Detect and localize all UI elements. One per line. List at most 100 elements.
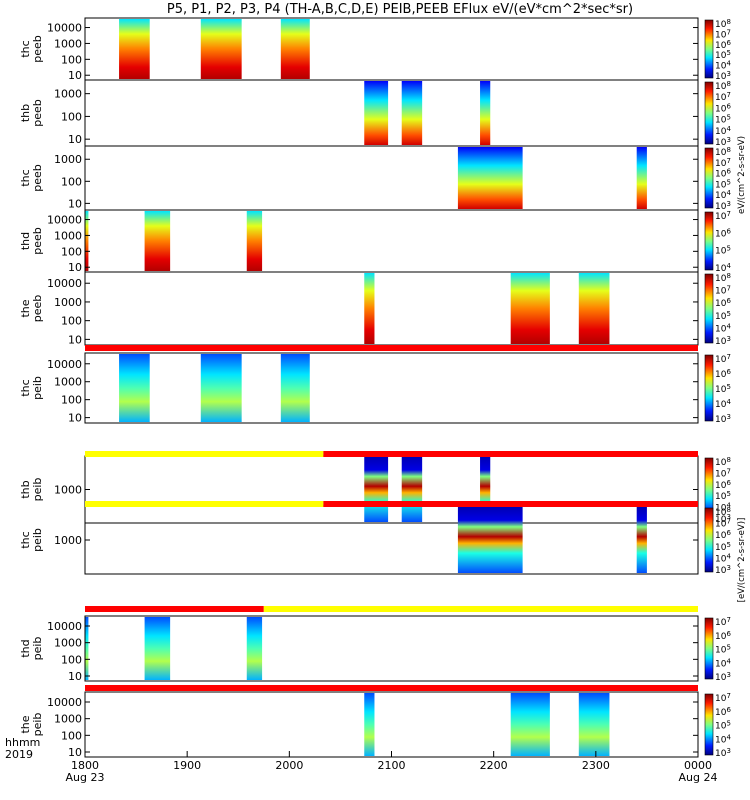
y-tick-label: 10 [68, 670, 82, 683]
x-tick-label: 2300 [582, 759, 610, 772]
colorbar-exponent: 4 [726, 552, 731, 560]
colorbar-tick-label: 106 [715, 479, 731, 491]
colorbar-tick-label: 106 [715, 368, 731, 380]
colorbar-tick-label: 105 [715, 245, 731, 257]
colorbar-unit-peeb: eV/(cm^2-s-sr-eV) [737, 136, 747, 214]
x-tick-label: 2200 [480, 759, 508, 772]
panel-label: thc [19, 169, 32, 186]
colorbar-exponent: 8 [726, 272, 730, 280]
colorbar-exponent: 6 [726, 168, 731, 176]
colorbar-tick-label: 106 [715, 630, 731, 642]
colorbar-tick-label: 107 [715, 616, 731, 628]
colorbar-exponent: 7 [726, 91, 730, 99]
colorbar-exponent: 4 [726, 502, 731, 510]
colorbar-tick-label: 104 [715, 502, 731, 514]
y-tick-label: 10000 [47, 277, 82, 290]
y-tick-label: 10 [68, 333, 82, 346]
colorbar-tick-label: 105 [715, 541, 731, 553]
y-tick-label: 100 [61, 53, 82, 66]
colorbar-exponent: 4 [726, 262, 731, 270]
colorbar [704, 693, 714, 756]
y-tick-label: 10000 [47, 696, 82, 709]
colorbar-exponent: 6 [726, 368, 731, 376]
y-tick-label: 100 [61, 315, 82, 328]
colorbar-tick-label: 108 [715, 272, 731, 284]
colorbar-exponent: 7 [726, 353, 730, 361]
colorbar-exponent: 5 [726, 178, 730, 186]
y-tick-label: 1000 [54, 37, 82, 50]
data-interval [457, 147, 523, 209]
colorbar [704, 81, 714, 145]
panel-label: peeb [31, 164, 44, 192]
mode-bar-segment [323, 501, 698, 507]
panel-label: thd [19, 232, 32, 250]
data-interval [578, 273, 610, 344]
colorbar-exponent: 8 [726, 506, 730, 514]
colorbar-exponent: 7 [726, 210, 730, 218]
chart-title: P5, P1, P2, P3, P4 (TH-A,B,C,D,E) PEIB,P… [167, 2, 633, 17]
data-interval [457, 507, 523, 573]
y-tick-label: 100 [61, 110, 82, 123]
colorbar-tick-label: 104 [715, 733, 731, 745]
panel-label: thd [19, 639, 32, 657]
panel-frame [84, 79, 699, 147]
y-tick-label: 10 [68, 412, 82, 425]
colorbar [704, 147, 714, 209]
colorbar-exponent: 3 [726, 413, 730, 421]
panel-label: peeb [31, 99, 44, 127]
panel-label: peeb [31, 227, 44, 255]
panel-label: the [19, 299, 32, 317]
panel-frame [84, 455, 699, 524]
y-tick-label: 10 [68, 261, 82, 274]
colorbar-exponent: 3 [726, 513, 730, 521]
colorbar-exponent: 6 [726, 630, 731, 638]
data-interval [636, 507, 647, 573]
colorbar-exponent: 3 [726, 70, 730, 78]
colorbar-exponent: 7 [726, 692, 730, 700]
y-tick-label: 100 [61, 394, 82, 407]
x-date-label: Aug 23 [66, 771, 105, 784]
mode-bar-segment [85, 451, 324, 457]
colorbar-exponent: 5 [726, 720, 730, 728]
data-interval [364, 457, 389, 522]
colorbar-unit-peib: [eV/(cm^2-s-sr-eV)] [737, 518, 747, 603]
colorbar-tick-label: 103 [715, 564, 731, 576]
colorbar-tick-label: 106 [715, 227, 731, 239]
y-tick-label: 10000 [47, 214, 82, 227]
colorbar-exponent: 7 [726, 616, 730, 624]
colorbar-exponent: 6 [726, 706, 731, 714]
colorbar-exponent: 6 [726, 529, 731, 537]
colorbar-exponent: 3 [726, 136, 730, 144]
panel-label: peib [31, 478, 44, 502]
colorbar-tick-label: 105 [715, 310, 731, 322]
data-interval [85, 211, 89, 271]
colorbar-exponent: 4 [726, 125, 731, 133]
colorbar-tick-label: 107 [715, 518, 731, 530]
y-tick-label: 100 [61, 729, 82, 742]
colorbar-tick-label: 104 [715, 322, 731, 334]
panel-frame [84, 17, 699, 81]
data-interval [246, 211, 263, 271]
colorbar-tick-label: 104 [715, 552, 731, 564]
y-tick-label: 1000 [54, 376, 82, 389]
colorbar [704, 211, 714, 271]
colorbar-tick-label: 107 [715, 91, 731, 103]
mode-bar-group [85, 345, 698, 691]
mode-bar-segment [85, 685, 698, 691]
colorbar-exponent: 4 [726, 733, 731, 741]
y-tick-label: 1000 [54, 484, 82, 497]
y-tick-label: 100 [61, 653, 82, 666]
colorbar-tick-label: 103 [715, 335, 731, 347]
colorbar-exponent: 6 [726, 39, 731, 47]
y-tick-label: 1000 [54, 296, 82, 309]
y-tick-label: 100 [61, 245, 82, 258]
data-interval [480, 81, 491, 145]
colorbar-exponent: 5 [726, 114, 730, 122]
colorbar-tick-label: 106 [715, 297, 731, 309]
colorbar-tick-label: 107 [715, 285, 731, 297]
